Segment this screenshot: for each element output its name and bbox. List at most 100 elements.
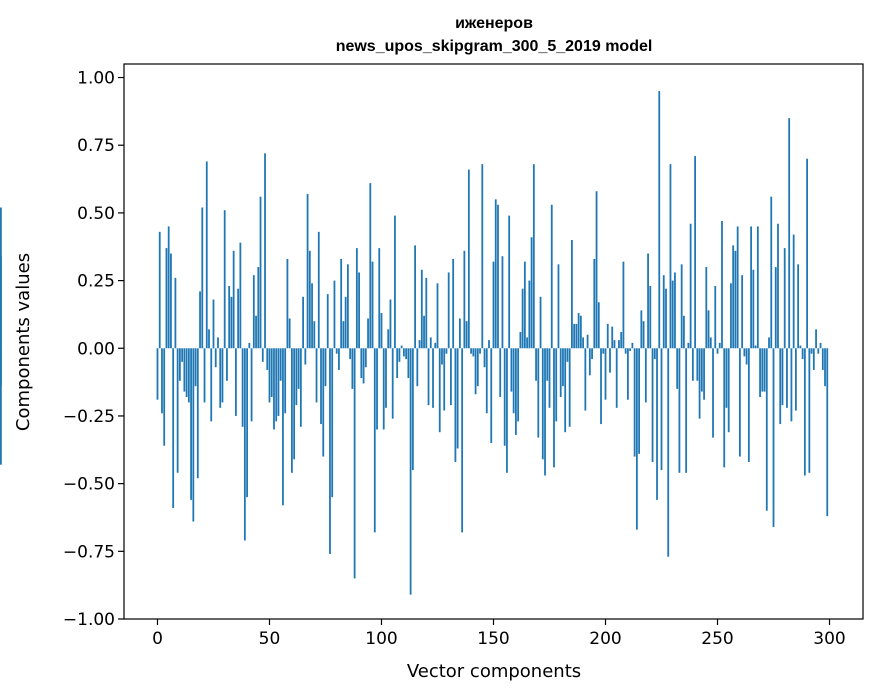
bar-1 (158, 231, 161, 349)
bar-280 (783, 248, 786, 349)
bar-136 (461, 348, 464, 533)
bar-177 (553, 348, 555, 468)
bar-175 (548, 348, 551, 408)
bar-171 (539, 296, 542, 349)
bar-15 (190, 348, 192, 500)
bar-101 (382, 348, 385, 430)
bar-237 (687, 342, 690, 349)
bar-269 (759, 348, 761, 397)
bar-193 (588, 348, 591, 376)
bar-115 (414, 245, 416, 349)
y-tick-label: −0.75 (63, 542, 115, 562)
bar-99 (378, 248, 381, 349)
bar-165 (526, 337, 528, 349)
bar-232 (676, 348, 679, 389)
bar-217 (642, 321, 645, 349)
bar-88 (353, 348, 356, 579)
bar-294 (815, 329, 817, 349)
bar-55 (279, 348, 282, 381)
bar-253 (723, 348, 726, 468)
bar-176 (550, 204, 553, 349)
bar-216 (640, 310, 643, 349)
bar-80 (335, 348, 338, 354)
bar-128 (443, 348, 446, 411)
chart-title-line-1: иженеров (455, 15, 533, 32)
bar-22 (205, 161, 208, 349)
bar-undefined (0, 256, 2, 349)
bar-213 (633, 348, 636, 457)
bar-50 (268, 348, 271, 403)
bar-105 (391, 348, 394, 419)
bar-30 (223, 210, 226, 349)
bar-undefined (0, 348, 2, 387)
bar-274 (770, 196, 773, 349)
bar-154 (501, 256, 504, 349)
bar-31 (226, 348, 228, 381)
bar-168 (532, 164, 535, 349)
bar-17 (194, 348, 197, 387)
bar-118 (420, 269, 423, 349)
bar-275 (772, 348, 775, 527)
bar-42 (250, 348, 253, 422)
bar-114 (411, 348, 414, 471)
bar-5 (167, 226, 170, 349)
bar-231 (674, 272, 676, 349)
bar-145 (481, 164, 484, 349)
bar-97 (373, 348, 376, 533)
bar-188 (577, 313, 580, 349)
bar-49 (266, 348, 269, 370)
bar-69 (311, 283, 313, 349)
bar-276 (774, 267, 777, 349)
bar-182 (564, 348, 567, 433)
bar-123 (432, 348, 434, 408)
y-tick-label: 0.50 (77, 204, 115, 224)
bar-undefined (0, 348, 2, 465)
bar-26 (214, 348, 217, 368)
bar-230 (671, 280, 674, 349)
bar-109 (400, 345, 403, 349)
bar-263 (745, 348, 748, 365)
bar-82 (340, 258, 343, 349)
bar-104 (389, 299, 392, 349)
bar-298 (824, 348, 826, 387)
bar-166 (528, 280, 531, 349)
bar-190 (582, 337, 584, 349)
bar-41 (248, 342, 251, 349)
bar-66 (304, 348, 307, 365)
bar-258 (734, 250, 737, 349)
bar-265 (750, 226, 752, 349)
bar-18 (196, 348, 199, 479)
bar-32 (228, 286, 231, 349)
y-tick-label: 0.00 (77, 339, 115, 359)
bar-40 (246, 348, 248, 498)
bar-260 (739, 348, 741, 457)
bar-47 (261, 348, 264, 362)
bar-10 (178, 348, 181, 381)
x-tick-label: 200 (589, 629, 621, 649)
bar-92 (362, 348, 365, 384)
bar-246 (707, 310, 710, 349)
bar-267 (754, 345, 757, 349)
x-axis-ticks: 0 50 100 150 200 250 300 (152, 619, 846, 649)
bar-153 (499, 348, 502, 397)
bar-125 (436, 283, 439, 349)
bar-102 (385, 348, 387, 408)
bar-292 (810, 348, 813, 354)
bar-189 (579, 315, 582, 349)
bar-144 (479, 348, 481, 354)
bar-270 (761, 348, 764, 392)
bar-161 (517, 348, 520, 422)
bar-46 (259, 196, 262, 349)
bar-27 (217, 337, 219, 349)
bar-279 (781, 348, 784, 406)
bar-53 (275, 348, 278, 422)
bar-210 (627, 348, 629, 400)
bar-19 (199, 291, 201, 349)
bar-54 (277, 348, 280, 416)
x-tick-label: 250 (701, 629, 733, 649)
bar-251 (718, 342, 721, 349)
bar-57 (284, 348, 287, 414)
bar-45 (257, 267, 260, 349)
bar-143 (476, 348, 479, 387)
bar-214 (635, 348, 638, 530)
